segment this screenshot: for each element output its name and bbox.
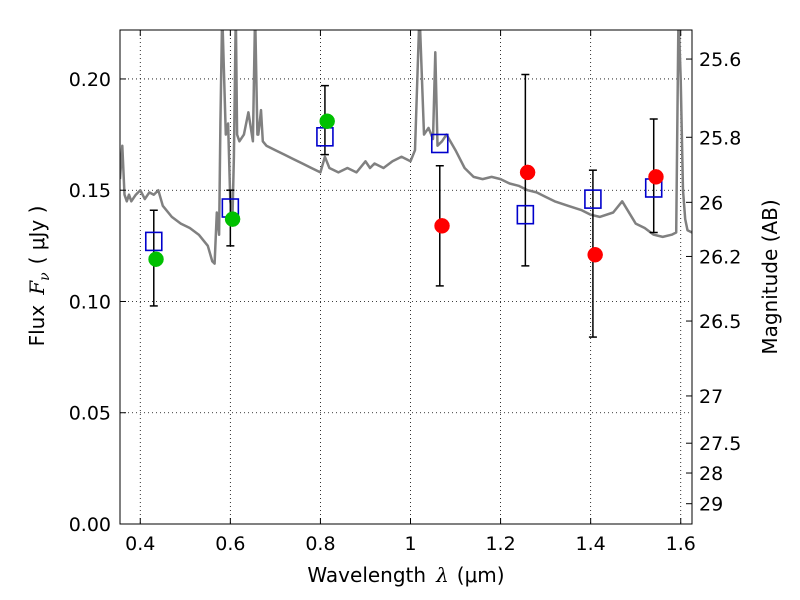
y2-tick-label: 27 — [699, 386, 723, 408]
y2-tick-label: 28 — [699, 463, 723, 485]
x-tick-label: 0.6 — [215, 533, 245, 555]
grid-lines — [120, 30, 692, 525]
x-tick-label: 1.4 — [576, 533, 606, 555]
x-tick-label: 1.2 — [485, 533, 515, 555]
green-point — [319, 113, 335, 129]
x-tick-label: 1 — [404, 533, 416, 555]
axis-ticks: 0.4 0.6 0.8 1 1.2 1.4 1.6 0.00 0.05 0.10 0.15 0.20 2… — [69, 30, 741, 555]
plot-frame — [119, 29, 693, 525]
red-point — [648, 169, 664, 185]
y2-tick-label: 25.6 — [699, 49, 741, 71]
square-marker — [584, 189, 602, 209]
square-marker — [516, 204, 535, 225]
square-marker — [144, 231, 163, 252]
red-point — [434, 218, 450, 234]
plot-area — [120, 30, 692, 338]
x-tick-label: 0.4 — [125, 533, 155, 555]
y-tick-label: 0.20 — [69, 69, 111, 91]
y2-tick-label: 27.5 — [699, 433, 741, 455]
x-axis-label: Wavelength λ (μm) — [307, 563, 504, 587]
x-tick-label: 1.6 — [666, 533, 696, 555]
x-tick-label: 0.8 — [305, 533, 335, 555]
y-tick-label: 0.15 — [69, 180, 111, 202]
red-point — [587, 246, 603, 263]
green-point — [224, 211, 241, 227]
green-point — [148, 251, 164, 267]
y2-tick-label: 25.8 — [699, 127, 741, 149]
y2-tick-label: 29 — [699, 494, 723, 516]
y-tick-label: 0.10 — [69, 291, 111, 313]
square-marker — [430, 133, 449, 154]
red-point — [519, 164, 536, 181]
model-spectrum-line — [120, 30, 692, 265]
y2-tick-label: 26 — [699, 192, 723, 214]
y2-tick-label: 26.5 — [699, 311, 741, 333]
y-tick-label: 0.00 — [69, 514, 111, 536]
y2-axis-label: Magnitude (AB) — [758, 199, 782, 354]
y-axis-label: FluxFν( μJy ) — [25, 206, 53, 347]
y2-tick-label: 26.2 — [699, 246, 741, 268]
y-tick-label: 0.05 — [69, 403, 111, 425]
